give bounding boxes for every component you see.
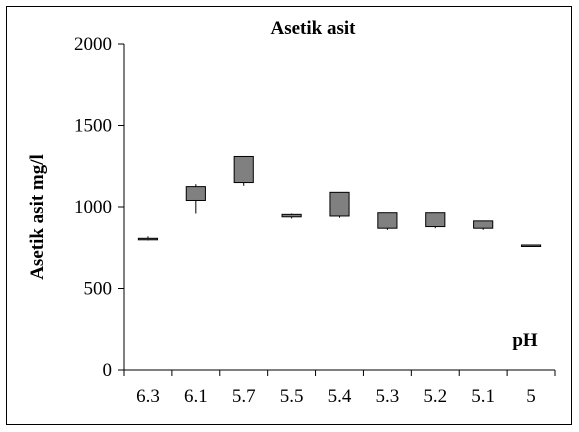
box: [377, 212, 398, 229]
y-tick-label: 1000: [74, 197, 112, 218]
x-tick-label: 5.3: [376, 386, 400, 407]
chart-marks: [137, 155, 542, 247]
y-tick-label: 500: [84, 279, 113, 300]
x-tick-label: 5: [526, 386, 536, 407]
box: [473, 220, 494, 229]
x-tick-label: 5.5: [280, 386, 304, 407]
box: [137, 237, 159, 241]
box: [329, 191, 350, 217]
y-tick-label: 1500: [74, 116, 112, 137]
box: [425, 212, 446, 228]
y-axis-label: Asetik asit mg/l: [27, 154, 48, 280]
y-tick-label: 0: [103, 360, 113, 381]
x-tick-labels: 6.3 6.1 5.7 5.5 5.4 5.3 5.2 5.1 5: [136, 386, 536, 407]
x-tick-label: 5.1: [471, 386, 495, 407]
box: [185, 186, 206, 201]
x-tick-label: 6.1: [184, 386, 208, 407]
y-tick-label: 2000: [74, 34, 112, 55]
chart-title: Asetik asit: [271, 18, 357, 39]
chart-frame: Asetik asit Asetik asit mg/l pH 0 500 1000…: [6, 6, 572, 425]
box: [281, 213, 302, 218]
y-tick-labels: 0 500 1000 1500 2000: [74, 34, 112, 381]
x-tick-label: 6.3: [136, 386, 160, 407]
chart-svg: Asetik asit Asetik asit mg/l pH 0 500 1000…: [27, 18, 556, 407]
box: [520, 244, 542, 247]
axes: [118, 43, 556, 376]
ph-annotation: pH: [512, 330, 538, 351]
x-tick-label: 5.4: [328, 386, 352, 407]
box: [233, 155, 254, 184]
x-tick-label: 5.2: [423, 386, 447, 407]
x-tick-label: 5.7: [232, 386, 256, 407]
